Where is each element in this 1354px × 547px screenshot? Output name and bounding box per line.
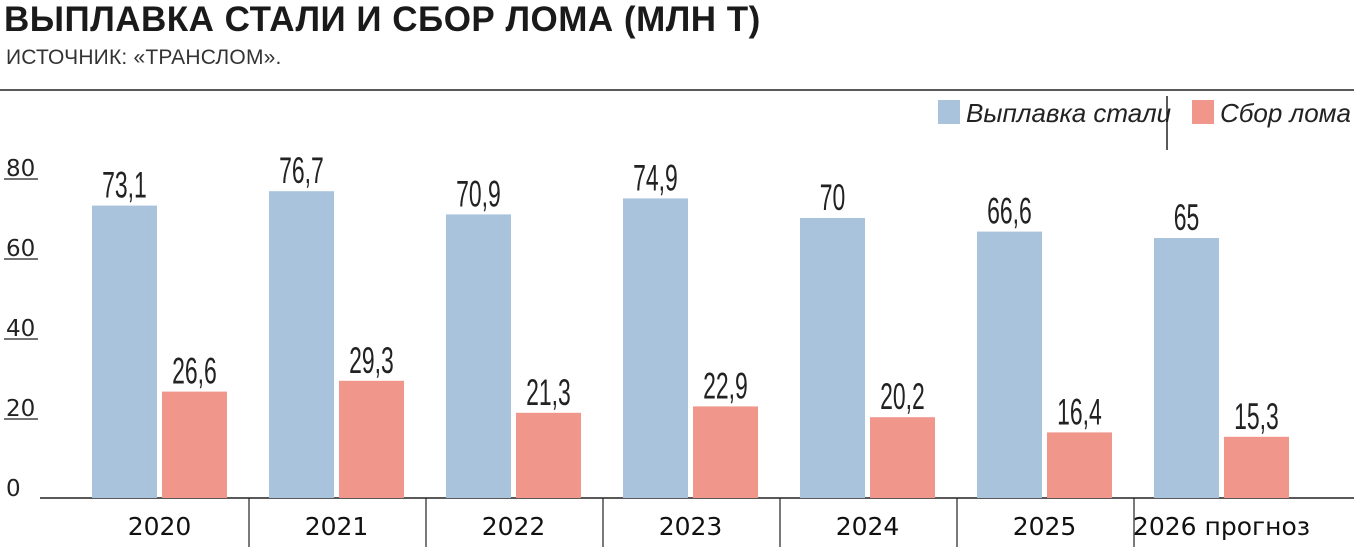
scrap-bar <box>693 406 758 498</box>
y-tick-label: 60 <box>6 236 35 262</box>
legend-label-scrap: Сбор лома <box>1220 98 1351 128</box>
x-tick-label: 2024 <box>836 512 900 541</box>
scrap-value-label: 29,3 <box>349 339 394 381</box>
scrap-bar <box>516 412 581 498</box>
x-tick-label: 2023 <box>659 512 723 541</box>
x-axis: 2020 2021 2022 2023 2024 2025 2026 прогноз <box>128 498 1310 547</box>
legend-label-steel: Выплавка стали <box>966 98 1171 128</box>
steel-value-label: 66,6 <box>987 190 1032 232</box>
steel-bar <box>977 231 1042 498</box>
steel-bar <box>623 198 688 498</box>
y-tick-label: 20 <box>6 396 35 422</box>
steel-value-label: 65 <box>1174 196 1200 238</box>
scrap-bar <box>1224 436 1289 498</box>
steel-bar <box>92 205 157 498</box>
steel-value-label: 70 <box>820 176 846 218</box>
y-tick-label: 0 <box>6 476 21 502</box>
chart-title: ВЫПЛАВКА СТАЛИ И СБОР ЛОМА (МЛН Т) <box>4 0 761 39</box>
scrap-bar <box>339 380 404 498</box>
scrap-value-label: 20,2 <box>880 376 925 418</box>
legend-swatch-scrap <box>1192 100 1214 124</box>
y-tick-label: 80 <box>6 156 35 182</box>
steel-value-label: 70,9 <box>456 173 501 215</box>
x-tick-label: 2025 <box>1013 512 1077 541</box>
steel-value-label: 76,7 <box>279 150 324 192</box>
steel-bar <box>269 191 334 498</box>
x-tick-label: 2020 <box>128 512 192 541</box>
x-tick-label: 2026 прогноз <box>1133 512 1310 541</box>
steel-value-label: 74,9 <box>633 157 678 199</box>
scrap-value-label: 21,3 <box>526 371 571 413</box>
steel-bar <box>1154 238 1219 498</box>
scrap-value-label: 26,6 <box>172 350 217 392</box>
legend-swatch-steel <box>938 100 960 124</box>
chart-source: ИСТОЧНИК: «ТРАНСЛОМ». <box>6 46 282 69</box>
scrap-bar <box>1047 432 1112 498</box>
scrap-value-label: 22,9 <box>703 365 748 407</box>
scrap-bar <box>870 417 935 498</box>
x-tick-label: 2021 <box>305 512 369 541</box>
scrap-value-label: 15,3 <box>1234 395 1279 437</box>
steel-value-label: 73,1 <box>102 164 147 206</box>
y-axis: 0 20 40 60 80 <box>4 156 38 502</box>
x-tick-label: 2022 <box>482 512 546 541</box>
y-tick-label: 40 <box>6 316 35 342</box>
steel-bar <box>446 214 511 498</box>
scrap-bar <box>162 391 227 498</box>
bars-group: 73,1 76,7 70,9 74,9 70 66,6 65 26,6 29,3 21,3 22,9… <box>92 150 1289 498</box>
steel-bar <box>800 218 865 498</box>
legend: Выплавка стали Сбор лома <box>938 98 1351 128</box>
scrap-value-label: 16,4 <box>1057 391 1102 433</box>
